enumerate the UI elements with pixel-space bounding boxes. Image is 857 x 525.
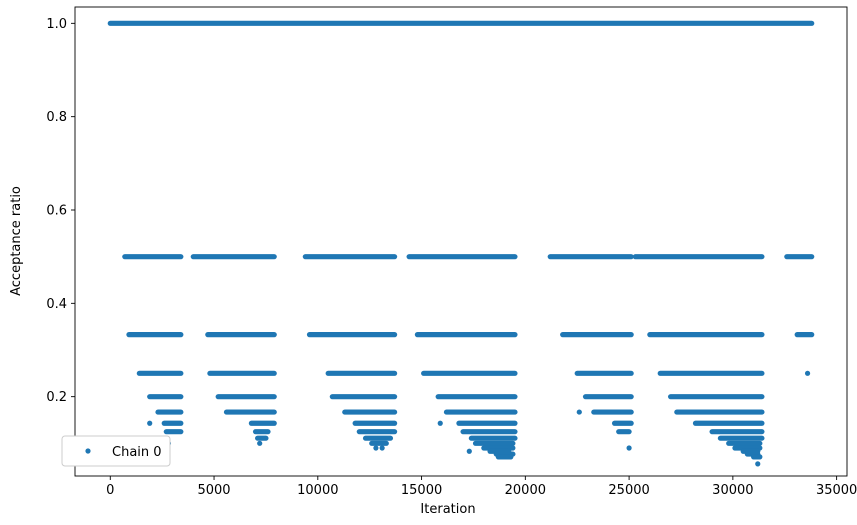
- y-tick-label: 0.8: [46, 110, 67, 125]
- x-tick-label: 10000: [297, 483, 338, 498]
- data-point: [626, 445, 632, 451]
- y-tick-label: 0.2: [46, 390, 67, 405]
- legend-box: [61, 435, 171, 467]
- legend: Chain 0: [61, 435, 171, 467]
- data-point: [147, 420, 153, 426]
- data-point: [804, 370, 811, 376]
- y-axis-label: Acceptance ratio: [9, 186, 24, 296]
- data-point: [373, 445, 379, 451]
- plot-frame: [74, 6, 848, 477]
- scatter-points: [107, 20, 815, 467]
- data-point: [755, 461, 761, 467]
- y-tick-label: 0.4: [46, 297, 67, 312]
- x-tick-label: 15000: [401, 483, 442, 498]
- x-tick-label: 20000: [505, 483, 546, 498]
- data-point: [466, 448, 472, 454]
- x-axis-label: Iteration: [420, 502, 475, 517]
- y-axis: 0.2 0.4 0.6 0.8 1.0: [46, 17, 75, 405]
- x-tick-label: 0: [106, 483, 114, 498]
- legend-label-chain-0: Chain 0: [112, 445, 162, 460]
- data-point: [576, 409, 582, 415]
- y-tick-label: 1.0: [46, 17, 67, 32]
- x-tick-label: 25000: [608, 483, 649, 498]
- x-axis: 0 5000 10000 15000 20000 25000 30000 35000: [106, 476, 857, 498]
- data-point: [437, 420, 443, 426]
- x-tick-label: 30000: [712, 483, 753, 498]
- x-tick-label: 5000: [197, 483, 230, 498]
- data-point: [379, 445, 385, 451]
- legend-marker: [85, 448, 91, 454]
- data-point: [257, 440, 263, 446]
- x-tick-label: 35000: [816, 483, 857, 498]
- y-tick-label: 0.6: [46, 204, 67, 219]
